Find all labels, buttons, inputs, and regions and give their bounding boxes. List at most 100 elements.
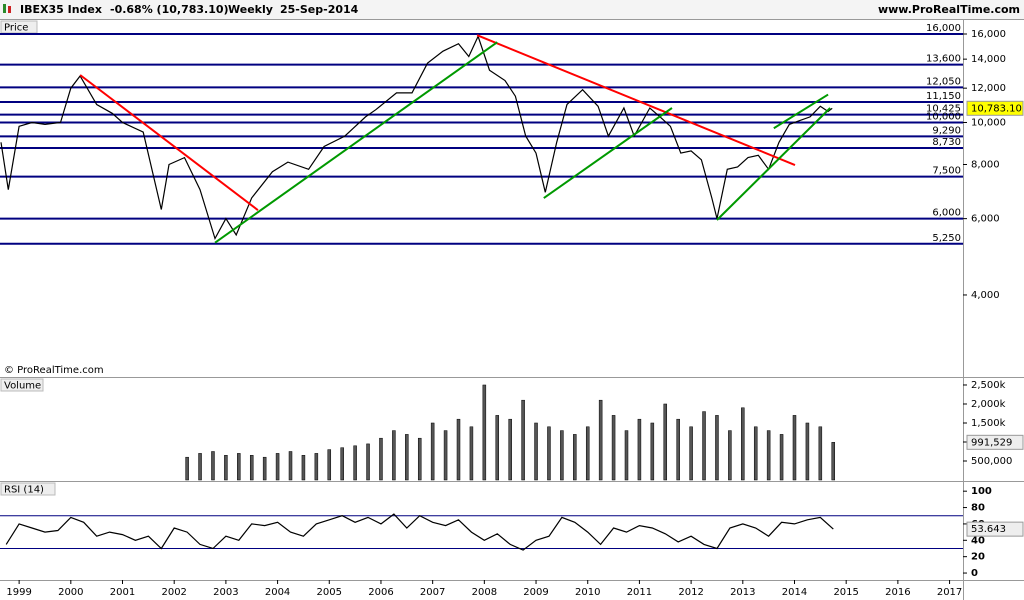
volume-bar (185, 456, 189, 481)
y-tick-label: 20 (971, 552, 985, 563)
level-label: 5,250 (932, 233, 961, 244)
volume-bar (301, 455, 306, 481)
volume-bar (547, 426, 551, 481)
volume-bar (560, 430, 564, 481)
copyright: © ProRealTime.com (4, 365, 104, 376)
last-value-box (966, 434, 1024, 450)
level-label: 7,500 (932, 166, 961, 177)
level-label: 13,600 (926, 54, 961, 65)
panel-label: RSI (14) (4, 485, 44, 496)
x-tick-label: 2014 (782, 587, 807, 598)
level-label: 16,000 (926, 23, 961, 34)
y-tick-label: 100 (971, 486, 992, 497)
volume-bar (753, 426, 758, 481)
volume-bar (198, 453, 202, 481)
last-value: 10,783.10 (971, 103, 1022, 114)
y-tick-label: 8,000 (971, 159, 1000, 170)
y-tick-label: 80 (971, 503, 985, 514)
volume-bar (275, 453, 280, 481)
trend-line (716, 107, 831, 221)
x-tick-label: 2002 (161, 587, 186, 598)
volume-bar (314, 453, 319, 481)
volume-bar (417, 437, 422, 481)
y-tick-label: 2,000k (971, 399, 1006, 410)
volume-bar (534, 422, 538, 481)
x-tick-label: 2015 (833, 587, 858, 598)
volume-bar (766, 430, 771, 481)
level-label: 11,150 (926, 91, 961, 102)
x-tick-label: 2010 (575, 587, 600, 598)
volume-bar (728, 430, 732, 481)
volume-bar (288, 451, 293, 481)
volume-bar (598, 399, 603, 481)
volume-bar (637, 418, 642, 481)
volume-bar (211, 451, 215, 481)
volume-bar (792, 415, 797, 481)
x-tick-label: 2004 (265, 587, 290, 598)
y-tick-label: 40 (971, 535, 985, 546)
panel-label: Volume (4, 381, 41, 392)
date: 25-Sep-2014 (280, 3, 359, 16)
volume-bar (405, 434, 409, 481)
volume-bar (573, 434, 577, 481)
header-bar (0, 0, 1024, 19)
last-value: 991,529 (971, 437, 1012, 448)
x-tick-label: 2013 (730, 587, 755, 598)
trend-line (476, 34, 796, 166)
header-icon (3, 4, 6, 13)
volume-bar (327, 449, 332, 481)
volume-bar (262, 456, 267, 481)
panel-label-box (0, 482, 56, 496)
volume-bar (624, 430, 629, 481)
level-label: 10,425 (926, 104, 961, 115)
y-tick-label: 12,000 (971, 83, 1006, 94)
volume-bar (392, 430, 396, 481)
x-tick-label: 2003 (213, 587, 238, 598)
period: Weekly (228, 3, 273, 16)
volume-bar (340, 447, 344, 481)
volume-bar (663, 403, 668, 481)
volume-bar (495, 415, 500, 481)
x-tick-label: 2009 (523, 587, 548, 598)
volume-bar (249, 455, 254, 481)
x-tick-label: 2005 (317, 587, 342, 598)
y-tick-label: 1,500k (971, 418, 1006, 429)
volume-bar (469, 426, 474, 481)
volume-bar (702, 411, 706, 481)
volume-bar (611, 415, 616, 481)
y-tick-label: 2,500k (971, 380, 1006, 391)
last-value-box (966, 521, 1024, 537)
y-tick-label: 500,000 (971, 456, 1012, 467)
volume-bar (366, 443, 370, 481)
x-tick-label: 2008 (472, 587, 497, 598)
x-tick-label: 2001 (110, 587, 135, 598)
volume-bar (521, 399, 525, 481)
volume-bar (224, 455, 228, 481)
x-tick-label: 2012 (678, 587, 703, 598)
level-label: 6,000 (932, 208, 961, 219)
price-line (5, 513, 834, 551)
volume-bar (482, 384, 487, 481)
volume-bar (831, 442, 836, 481)
x-tick-label: 2016 (885, 587, 910, 598)
panel-label: Price (4, 23, 28, 34)
x-tick-label: 2000 (58, 587, 83, 598)
volume-bar (585, 426, 590, 481)
volume-bar (508, 418, 512, 481)
volume-bar (430, 422, 435, 481)
y-tick-label: 0 (971, 568, 978, 579)
change: -0.68% (10,783.10) (110, 3, 229, 16)
volume-bar (676, 418, 680, 481)
panel-label-box (0, 20, 38, 34)
volume-bar (379, 437, 383, 481)
level-label: 10,000 (926, 111, 961, 122)
x-tick-label: 2017 (937, 587, 962, 598)
site: www.ProRealTime.com (878, 3, 1020, 16)
x-tick-label: 2007 (420, 587, 445, 598)
level-label: 12,050 (926, 76, 961, 87)
x-tick-label: 1999 (6, 587, 31, 598)
last-value-box (966, 100, 1024, 116)
volume-bar (779, 434, 784, 481)
